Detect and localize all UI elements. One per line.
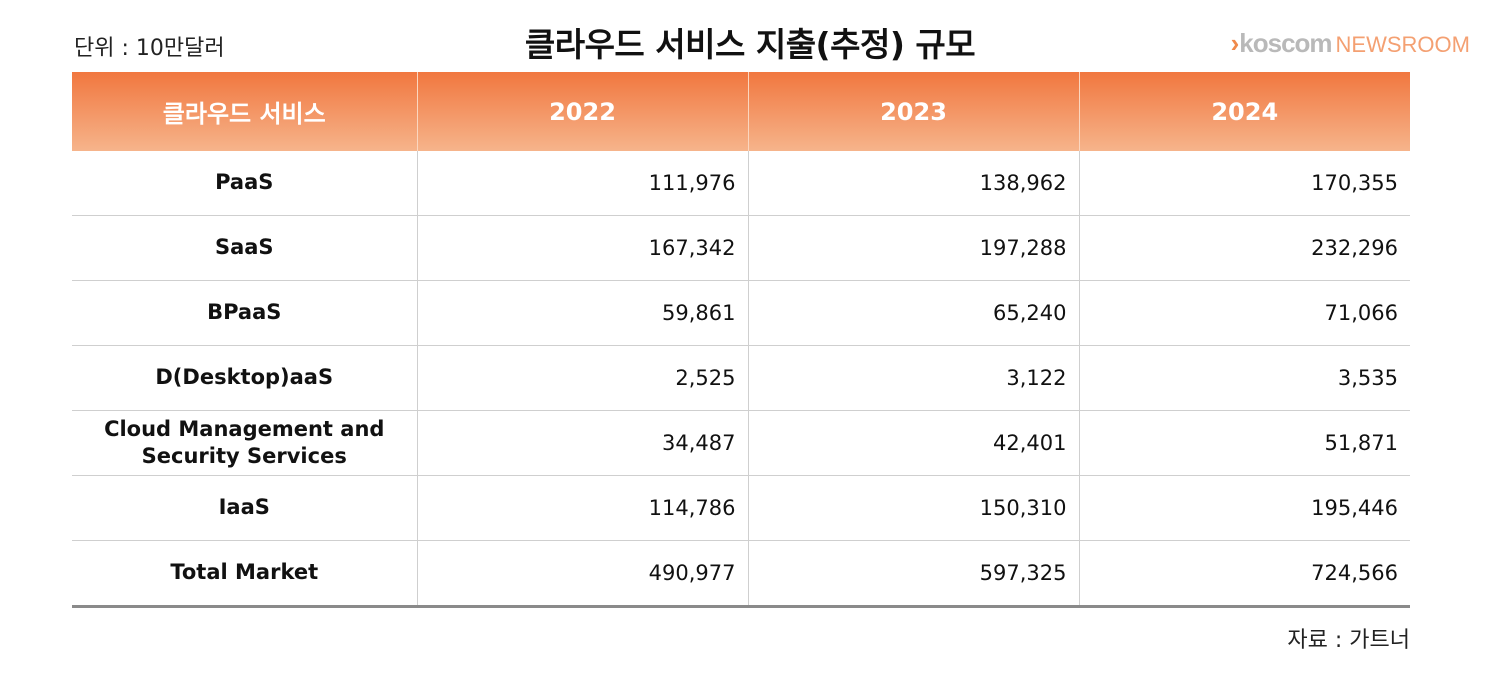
- cell-value: 3,535: [1078, 345, 1410, 411]
- cell-value: 138,962: [747, 151, 1079, 216]
- header-row: 클라우드 서비스 2022 2023 2024: [72, 72, 1410, 151]
- brand-suffix: NEWSROOM: [1335, 32, 1470, 57]
- cell-value: 724,566: [1078, 540, 1410, 608]
- cell-value: 59,861: [416, 280, 748, 346]
- source-note: 자료 : 가트너: [1287, 628, 1410, 653]
- table-row: PaaS 111,976 138,962 170,355: [72, 151, 1410, 216]
- cell-value: 195,446: [1078, 475, 1410, 541]
- brand-name: koscom: [1239, 28, 1332, 58]
- row-label: Cloud Management and Security Services: [72, 410, 417, 476]
- cell-value: 111,976: [416, 151, 748, 216]
- row-label: IaaS: [72, 475, 417, 541]
- cell-value: 150,310: [747, 475, 1079, 541]
- header-2022: 2022: [416, 72, 748, 151]
- cell-value: 65,240: [747, 280, 1079, 346]
- table-row: Total Market 490,977 597,325 724,566: [72, 540, 1410, 608]
- cell-value: 197,288: [747, 215, 1079, 281]
- table-row: Cloud Management and Security Services 34…: [72, 410, 1410, 476]
- cell-value: 34,487: [416, 410, 748, 476]
- table-title: 클라우드 서비스 지출(추정) 규모: [524, 25, 976, 64]
- table-row: D(Desktop)aaS 2,525 3,122 3,535: [72, 345, 1410, 411]
- row-label: PaaS: [215, 170, 274, 195]
- table-row: BPaaS 59,861 65,240 71,066: [72, 280, 1410, 346]
- header-service: 클라우드 서비스: [72, 72, 417, 151]
- header-2023: 2023: [747, 72, 1079, 151]
- cell-value: 71,066: [1078, 280, 1410, 346]
- spending-table: 클라우드 서비스 2022 2023 2024 PaaS 111,976 138,9…: [72, 72, 1410, 608]
- cell-value: 42,401: [747, 410, 1079, 476]
- header-2024: 2024: [1078, 72, 1410, 151]
- table-row: IaaS 114,786 150,310 195,446: [72, 475, 1410, 541]
- unit-note: 단위 : 10만달러: [74, 36, 225, 61]
- row-label: BPaaS: [72, 280, 417, 346]
- table-row: SaaS 167,342 197,288 232,296: [72, 215, 1410, 281]
- cell-value: 167,342: [416, 215, 748, 281]
- cell-value: 170,355: [1078, 151, 1410, 216]
- brand-logo: ›koscom NEWSROOM: [1231, 28, 1470, 59]
- chevron-icon: ›: [1230, 28, 1240, 58]
- cell-value: 114,786: [416, 475, 748, 541]
- table-body: PaaS 111,976 138,962 170,355 SaaS 167,342 197,…: [72, 151, 1410, 608]
- cell-value: 2,525: [416, 345, 748, 411]
- row-label: D(Desktop)aaS: [72, 345, 417, 411]
- cell-value: 490,977: [416, 540, 748, 608]
- cell-value: 51,871: [1078, 410, 1410, 476]
- row-label: SaaS: [72, 215, 417, 281]
- row-label: Total Market: [72, 540, 417, 608]
- cell-value: 597,325: [747, 540, 1079, 608]
- cell-value: 3,122: [747, 345, 1079, 411]
- cell-value: 232,296: [1078, 215, 1410, 281]
